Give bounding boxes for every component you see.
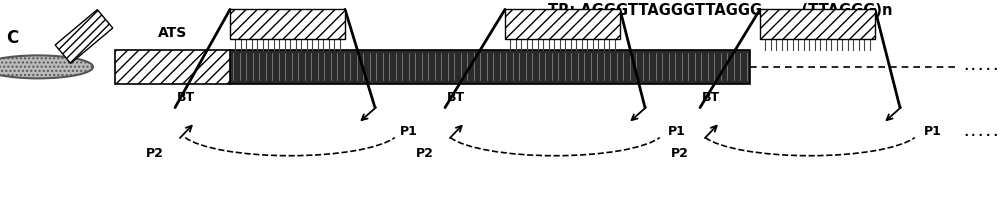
- Bar: [55, 10, 113, 63]
- Text: TR: AGGGTTAGGGTTAGGG.......(TTAGGG)n: TR: AGGGTTAGGGTTAGGG.......(TTAGGG)n: [548, 3, 892, 18]
- Bar: [230, 50, 750, 84]
- Circle shape: [0, 55, 93, 78]
- Bar: [505, 9, 620, 39]
- Text: ......: ......: [962, 126, 1000, 139]
- Text: BT: BT: [177, 91, 195, 104]
- Text: P1: P1: [400, 125, 418, 138]
- Text: ATS: ATS: [158, 26, 187, 40]
- Text: P1: P1: [924, 125, 942, 138]
- Bar: [760, 9, 875, 39]
- Text: C: C: [6, 29, 18, 47]
- Bar: [230, 9, 345, 39]
- Text: BT: BT: [702, 91, 720, 104]
- Text: P2: P2: [671, 147, 689, 160]
- Text: BT: BT: [447, 91, 465, 104]
- Text: P2: P2: [146, 147, 164, 160]
- Text: P1: P1: [668, 125, 686, 138]
- Text: ......: ......: [962, 60, 1000, 73]
- Text: P2: P2: [416, 147, 434, 160]
- Bar: [115, 50, 230, 84]
